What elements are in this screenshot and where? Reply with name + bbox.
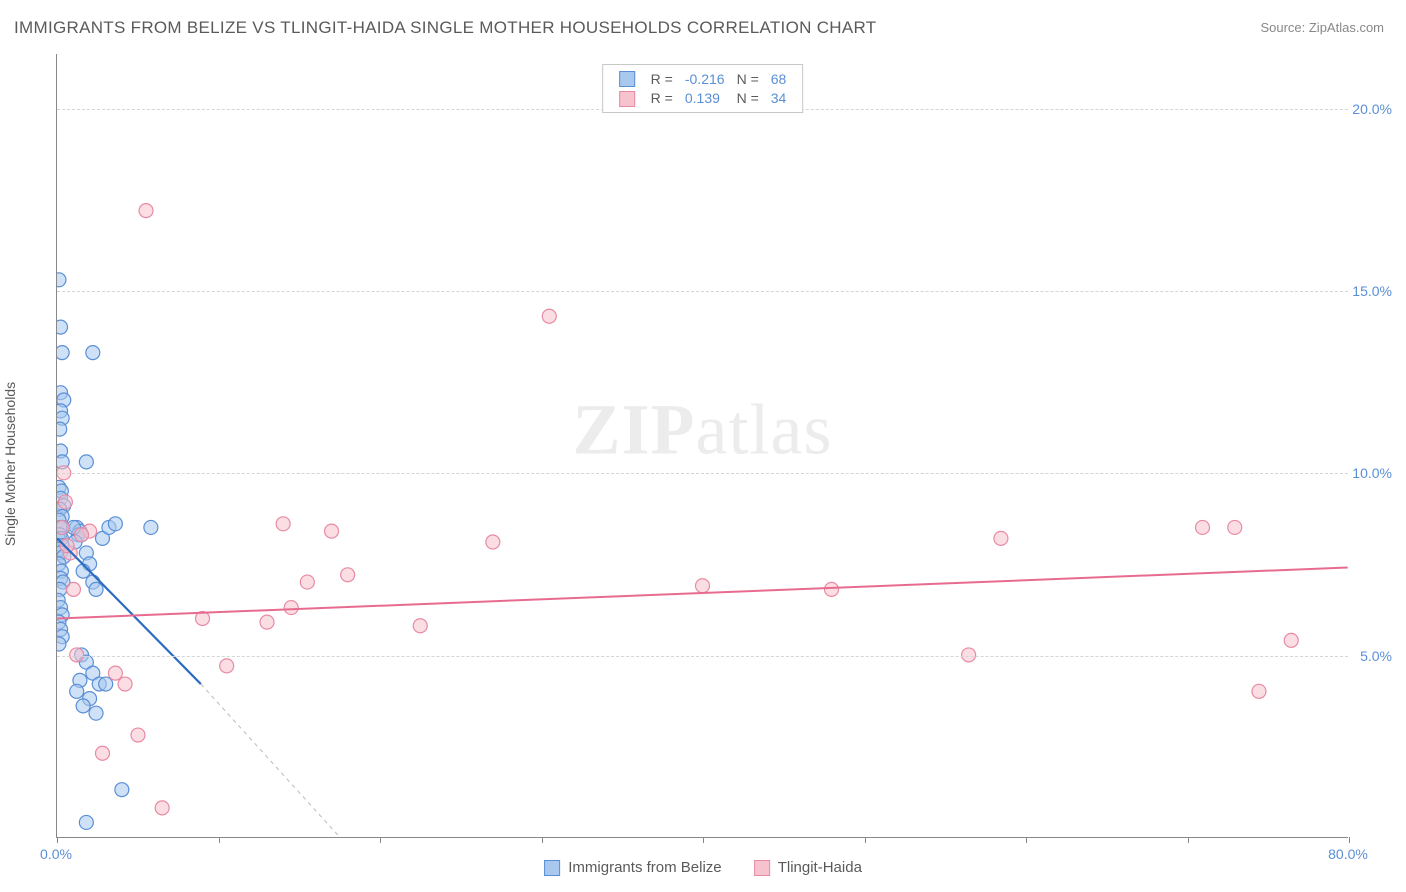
x-tick-label: 80.0%: [1328, 846, 1368, 862]
legend-swatch: [619, 71, 635, 87]
scatter-point: [276, 517, 290, 531]
n-label: N =: [731, 88, 765, 107]
scatter-point: [325, 524, 339, 538]
legend-item: Immigrants from Belize: [544, 859, 722, 876]
legend-swatch: [619, 91, 635, 107]
scatter-point: [89, 706, 103, 720]
scatter-point: [79, 815, 93, 829]
x-tick-label: 0.0%: [40, 846, 72, 862]
scatter-svg: [57, 54, 1348, 837]
scatter-point: [284, 601, 298, 615]
series-legend: Immigrants from Belize Tlingit-Haida: [530, 859, 876, 876]
scatter-point: [696, 579, 710, 593]
scatter-point: [1196, 520, 1210, 534]
scatter-point: [155, 801, 169, 815]
scatter-point: [260, 615, 274, 629]
scatter-point: [1252, 684, 1266, 698]
scatter-point: [70, 684, 84, 698]
scatter-point: [108, 666, 122, 680]
y-tick-label: 10.0%: [1352, 465, 1392, 481]
x-tick: [1026, 837, 1027, 843]
scatter-point: [131, 728, 145, 742]
chart-title: IMMIGRANTS FROM BELIZE VS TLINGIT-HAIDA …: [14, 18, 876, 38]
scatter-point: [300, 575, 314, 589]
grid-line: [57, 473, 1348, 474]
scatter-point: [994, 531, 1008, 545]
scatter-point: [86, 346, 100, 360]
grid-line: [57, 656, 1348, 657]
regression-line: [57, 568, 1347, 619]
correlation-legend: R = -0.216 N = 68 R = 0.139 N = 34: [602, 64, 804, 113]
x-tick: [1349, 837, 1350, 843]
x-tick: [865, 837, 866, 843]
scatter-point: [57, 273, 66, 287]
r-value: 0.139: [679, 88, 731, 107]
y-tick-label: 20.0%: [1352, 101, 1392, 117]
n-label: N =: [731, 69, 765, 88]
scatter-point: [60, 539, 74, 553]
legend-swatch: [544, 860, 560, 876]
x-tick: [380, 837, 381, 843]
scatter-point: [413, 619, 427, 633]
scatter-point: [58, 495, 72, 509]
scatter-point: [139, 204, 153, 218]
legend-item: Tlingit-Haida: [754, 859, 862, 876]
n-value: 68: [765, 69, 793, 88]
scatter-point: [57, 520, 69, 534]
scatter-point: [115, 783, 129, 797]
scatter-point: [542, 309, 556, 323]
r-value: -0.216: [679, 69, 731, 88]
scatter-point: [825, 582, 839, 596]
scatter-point: [108, 517, 122, 531]
n-value: 34: [765, 88, 793, 107]
x-tick: [542, 837, 543, 843]
chart-container: Single Mother Households ZIPatlas R = -0…: [14, 50, 1392, 878]
scatter-point: [57, 320, 68, 334]
legend-label: Tlingit-Haida: [778, 859, 862, 876]
x-tick: [57, 837, 58, 843]
scatter-point: [341, 568, 355, 582]
x-tick: [1188, 837, 1189, 843]
legend-row: R = -0.216 N = 68: [613, 69, 793, 88]
y-tick-label: 15.0%: [1352, 283, 1392, 299]
y-tick-label: 5.0%: [1360, 648, 1392, 664]
scatter-point: [76, 564, 90, 578]
scatter-point: [95, 746, 109, 760]
r-label: R =: [645, 88, 679, 107]
scatter-point: [79, 455, 93, 469]
x-tick: [703, 837, 704, 843]
scatter-point: [75, 528, 89, 542]
source-label: Source: ZipAtlas.com: [1260, 20, 1384, 35]
scatter-point: [220, 659, 234, 673]
regression-extension: [201, 684, 340, 837]
grid-line: [57, 291, 1348, 292]
scatter-point: [57, 346, 69, 360]
scatter-point: [89, 582, 103, 596]
scatter-point: [1228, 520, 1242, 534]
scatter-point: [76, 699, 90, 713]
plot-area: ZIPatlas R = -0.216 N = 68 R = 0.139 N =…: [56, 54, 1348, 838]
x-tick: [219, 837, 220, 843]
scatter-point: [57, 422, 67, 436]
scatter-point: [144, 520, 158, 534]
scatter-point: [99, 677, 113, 691]
scatter-point: [66, 582, 80, 596]
scatter-point: [1284, 633, 1298, 647]
y-axis-label: Single Mother Households: [2, 382, 18, 546]
scatter-point: [118, 677, 132, 691]
legend-swatch: [754, 860, 770, 876]
legend-row: R = 0.139 N = 34: [613, 88, 793, 107]
legend-label: Immigrants from Belize: [568, 859, 721, 876]
scatter-point: [486, 535, 500, 549]
scatter-point: [57, 637, 66, 651]
r-label: R =: [645, 69, 679, 88]
